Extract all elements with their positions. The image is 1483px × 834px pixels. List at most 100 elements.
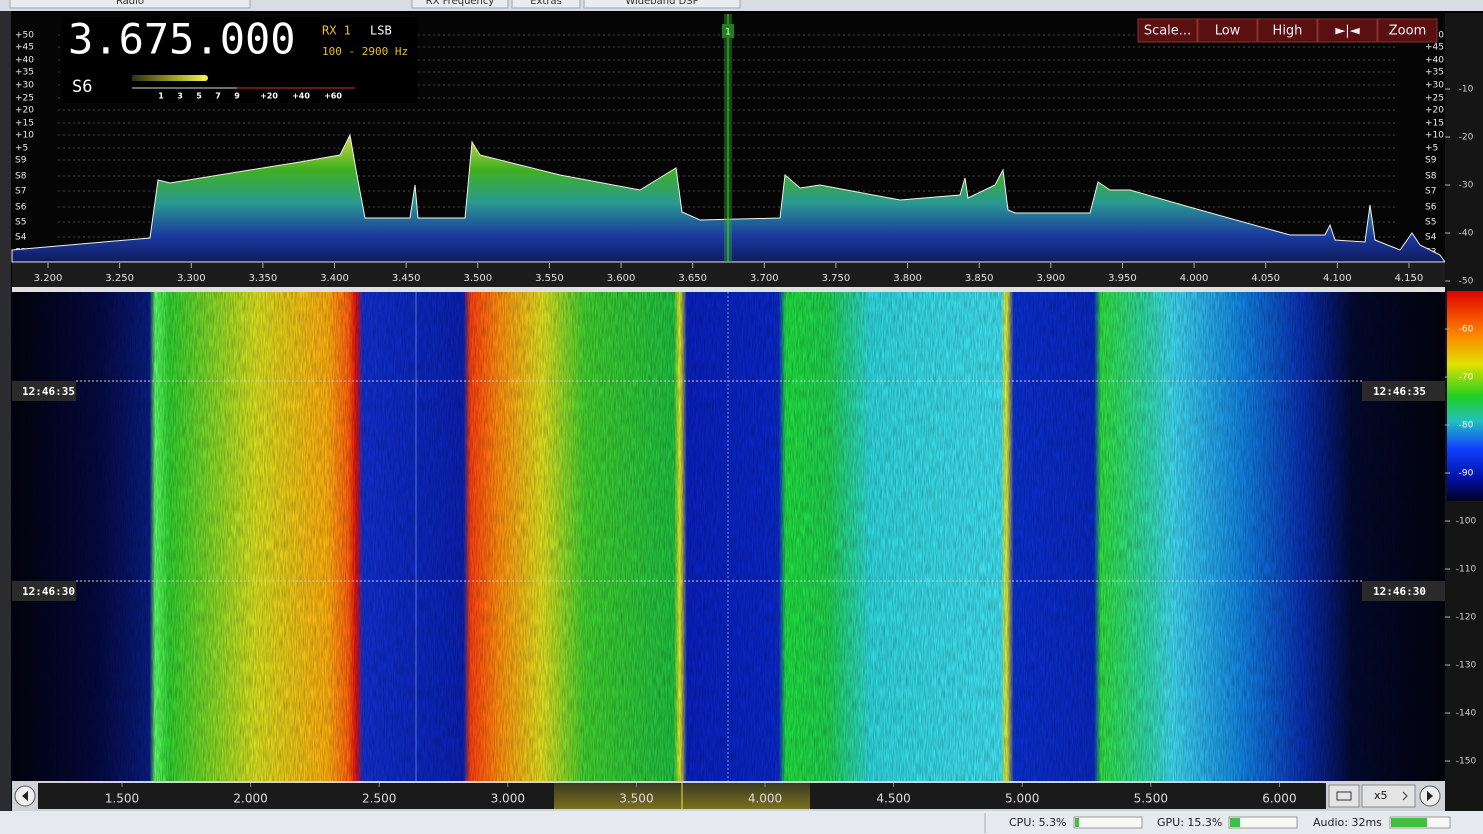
toolbar-button[interactable] [1197, 18, 1258, 43]
scroll-right-icon [1427, 791, 1433, 801]
axis-label: 4.150 [1395, 273, 1424, 284]
time-box-right [1362, 381, 1445, 401]
dbm-label: -120 [1456, 613, 1477, 623]
tab[interactable] [583, 0, 741, 9]
time-label: 12:46:35 [22, 385, 75, 398]
overview-label: 2.500 [362, 792, 396, 806]
s-meter-label: +60 [324, 92, 342, 101]
level-label-right: +35 [1425, 68, 1444, 78]
toolbar-button[interactable] [1257, 18, 1318, 43]
dbm-label: -150 [1456, 757, 1477, 767]
vfo-frequency: 3.675.000 [68, 15, 296, 64]
dbm-label: -30 [1459, 181, 1474, 191]
gpu-meter-fill [1230, 818, 1240, 827]
overview-label: 3.500 [619, 792, 653, 806]
level-label-right: +45 [1425, 43, 1444, 53]
level-label: +20 [15, 106, 34, 116]
vfo-panel [62, 17, 418, 103]
overview-label: 4.000 [748, 792, 782, 806]
s-meter-label: +40 [292, 92, 310, 101]
tab-label: RX Frequency [426, 0, 495, 7]
axis-label: 3.500 [463, 273, 492, 284]
dbm-label: -80 [1459, 421, 1474, 431]
overview-label: 3.000 [491, 792, 525, 806]
axis-label: 3.200 [34, 273, 63, 284]
toolbar-button-label: ►|◄ [1335, 24, 1359, 39]
tab-label: Wideband DSP [625, 0, 698, 7]
tab[interactable] [9, 0, 251, 9]
level-label-right: +5 [1425, 144, 1438, 154]
tab-bar [0, 0, 1483, 11]
s-meter-label: 9 [234, 92, 240, 101]
level-label-right: S5 [1425, 218, 1436, 228]
toolbar-button-label: Low [1215, 24, 1241, 39]
zoom-value: x5 [1374, 789, 1388, 802]
tab[interactable] [511, 0, 581, 9]
level-label-right: S7 [1425, 187, 1436, 197]
axis-label: 3.350 [249, 273, 278, 284]
zoom-select[interactable] [1361, 784, 1416, 808]
gpu-status: GPU: 15.3% [1157, 816, 1222, 829]
timestamps: 12:46:35 12:46:35 12:46:30 12:46:30 [12, 380, 1445, 601]
dbm-label: -90 [1459, 469, 1474, 479]
filter: 100 - 2900 Hz [322, 45, 408, 58]
gpu-meter [1228, 816, 1298, 829]
toolbar-button-label: Scale... [1144, 24, 1191, 39]
toolbar-button[interactable] [1137, 18, 1198, 43]
axis-label: 4.050 [1251, 273, 1280, 284]
overview-label: 5.000 [1005, 792, 1039, 806]
overview-label: 1.500 [105, 792, 139, 806]
level-label: S7 [15, 187, 26, 197]
level-label-right: +30 [1425, 81, 1444, 91]
spectrum-trace [11, 133, 1446, 263]
axis-label: 4.100 [1323, 273, 1352, 284]
s-meter-peak [202, 75, 208, 81]
level-label: +15 [15, 119, 34, 129]
tab[interactable] [411, 0, 509, 9]
axis-label: 3.900 [1036, 273, 1065, 284]
dbm-label: -40 [1459, 229, 1474, 239]
toolbar-button-label: High [1273, 24, 1303, 39]
toolbar-button[interactable] [1377, 18, 1438, 43]
left-edge [0, 11, 11, 811]
dbm-label: -100 [1456, 517, 1477, 527]
tab-label: Extras [530, 0, 562, 7]
axis-label: 3.300 [177, 273, 206, 284]
mode: LSB [370, 24, 392, 38]
level-label: +40 [15, 56, 34, 66]
audio-meter-fill [1391, 818, 1427, 827]
dbm-label: -110 [1456, 565, 1477, 575]
dbm-label: -70 [1459, 373, 1474, 383]
overview-label: 5.500 [1134, 792, 1168, 806]
level-label: S9 [15, 156, 27, 166]
level-label-right: S4 [1425, 233, 1437, 243]
marker-label: 1 [725, 28, 731, 38]
keyboard-button[interactable] [1328, 784, 1360, 808]
level-label: S8 [15, 172, 27, 182]
tabs: Radio RX Frequency Extras Wideband DSP [9, 0, 741, 9]
time-label-right: 12:46:30 [1373, 585, 1426, 598]
toolbar-button-label: Zoom [1389, 24, 1426, 39]
level-label-right: S8 [1425, 172, 1437, 182]
dbm-label: -140 [1456, 709, 1477, 719]
s-meter-label: 7 [215, 92, 221, 101]
receiver: RX 1 [322, 24, 351, 38]
level-label-right: +20 [1425, 106, 1444, 116]
dbm-scale: -10 -20 -30 -40 -50 -60 -70 -80 -90 -100 -110 -120 -… [1445, 85, 1476, 767]
toolbar-button[interactable] [1317, 18, 1378, 43]
time-label: 12:46:30 [22, 585, 75, 598]
axis-label: 3.800 [893, 273, 922, 284]
s-reading: S6 [72, 77, 92, 97]
level-label: +35 [15, 68, 34, 78]
level-label: S5 [15, 218, 26, 228]
dbm-label: -20 [1459, 133, 1474, 143]
keyboard-icon [1336, 791, 1352, 801]
axis-label: 3.950 [1108, 273, 1137, 284]
time-box [12, 381, 76, 401]
axis-label: 3.700 [750, 273, 779, 284]
marker-box [722, 24, 734, 38]
zoom-arrow [1402, 791, 1408, 801]
frequency-axis [12, 263, 1445, 287]
